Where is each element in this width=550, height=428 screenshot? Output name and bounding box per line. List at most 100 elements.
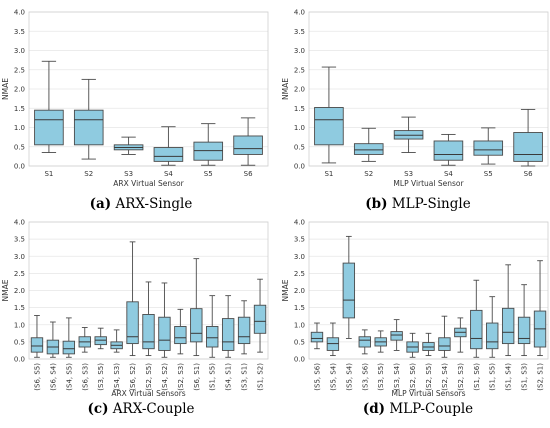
x-tick-label: (S6, S4) [49,363,57,391]
box-iqr [513,132,543,162]
box-5 [473,127,504,165]
x-tick-label: S4 [444,170,453,178]
x-tick-label: S3 [124,170,133,178]
box-4 [358,329,371,355]
y-tick-label: 0.5 [294,143,305,151]
box-12 [206,295,219,358]
x-tick-label: (S6, S1) [193,363,201,391]
y-tick-label: 0.0 [294,356,305,364]
box-6 [233,117,263,166]
box-iqr [310,331,324,343]
x-tick-label: (S4, S3) [113,363,121,391]
chart-panel-3: 0.0 0.5 1.0 1.5 2.0 2.5 3.0 3.5 4.0 NMAE (S6, S5) (… [1,219,269,417]
x-tick-label: S5 [204,170,213,178]
box-iqr [253,304,267,334]
x-tick-label: (S6, S2) [129,363,137,391]
panel-caption: (c) ARX-Couple [88,401,195,417]
y-tick-label: 4.0 [294,9,305,17]
panel-caption: (d) MLP-Couple [363,401,473,417]
box-2 [353,127,384,162]
y-tick-label: 0.0 [294,163,305,171]
box-iqr [501,307,515,345]
box-iqr [486,322,499,350]
box-iqr [358,336,371,348]
y-tick-label: 0.0 [14,163,25,171]
box-iqr [233,135,263,155]
box-1 [314,66,344,164]
box-iqr [158,316,171,351]
x-axis-label: ARX Virtual Sensor [113,179,184,188]
box-iqr [237,316,251,345]
chart-panel-2: 0.0 0.5 1.0 1.5 2.0 2.5 3.0 3.5 4.0 NMAE S1 S2 S3 S4 S… [281,9,549,212]
box-10 [454,317,467,353]
y-tick-label: 1.0 [14,124,25,132]
x-tick-label: S1 [44,170,53,178]
box-iqr [30,337,44,353]
x-tick-label: S3 [404,170,413,178]
box-6 [513,108,543,167]
box-iqr [433,140,464,161]
box-iqr [190,308,203,343]
y-tick-label: 3.0 [294,253,305,261]
box-8 [422,332,435,357]
x-tick-label: S2 [364,170,373,178]
plot-frame [308,221,549,360]
box-12 [486,296,499,358]
box-6 [110,329,123,353]
x-tick-label: (S2, S4) [441,363,449,391]
y-tick-label: 3.5 [14,28,25,36]
x-tick-label: (S4, S1) [225,363,233,391]
box-11 [190,258,203,357]
y-axis-label: NMAE [281,279,290,301]
y-tick-label: 2.5 [294,66,305,74]
y-tick-label: 0.5 [14,143,25,151]
x-axis-label: ARX Virtual Sensors [111,389,185,398]
x-tick-label: (S5, S6) [313,363,321,391]
panel-label: (b) [365,196,387,212]
box-5 [193,123,224,166]
x-tick-label: (S1, S4) [505,363,513,391]
x-tick-label: S6 [244,170,253,178]
x-axis-label: MLP Virtual Sensors [391,389,465,398]
box-iqr [153,147,184,162]
y-tick-label: 1.0 [294,124,305,132]
y-tick-label: 3.0 [14,47,25,55]
x-tick-label: (S3, S1) [241,363,249,391]
x-tick-label: (S2, S5) [145,363,153,391]
x-tick-label: (S1, S6) [473,363,481,391]
x-tick-label: S2 [84,170,93,178]
x-tick-label: S4 [164,170,173,178]
box-2 [46,321,60,358]
box-iqr [62,340,76,355]
plot-frame [28,221,269,360]
box-4 [78,327,91,353]
y-tick-label: 4.0 [14,9,25,17]
panel-caption: (b) MLP-Single [365,196,470,212]
y-tick-label: 1.0 [294,321,305,329]
y-tick-label: 1.0 [14,321,25,329]
y-tick-label: 2.0 [14,86,25,94]
box-9 [158,282,171,358]
panel-label: (a) [90,196,112,212]
y-tick-label: 4.0 [294,219,305,227]
x-tick-label: (S3, S5) [97,363,105,391]
box-iqr [473,140,504,156]
box-14 [517,284,531,357]
box-3 [62,317,76,358]
box-iqr [94,336,107,346]
box-3 [342,235,356,339]
plot-frame [308,11,549,167]
box-iqr [142,314,155,350]
y-tick-label: 0.5 [294,338,305,346]
y-tick-label: 3.0 [294,47,305,55]
box-2 [73,78,104,160]
box-iqr [221,318,235,351]
x-tick-label: (S2, S5) [425,363,433,391]
x-tick-label: (S3, S5) [377,363,385,391]
box-4 [153,126,184,166]
y-tick-label: 1.5 [14,304,25,312]
y-tick-label: 2.5 [14,270,25,278]
box-iqr [438,337,451,351]
panel-title: MLP-Couple [385,401,473,417]
